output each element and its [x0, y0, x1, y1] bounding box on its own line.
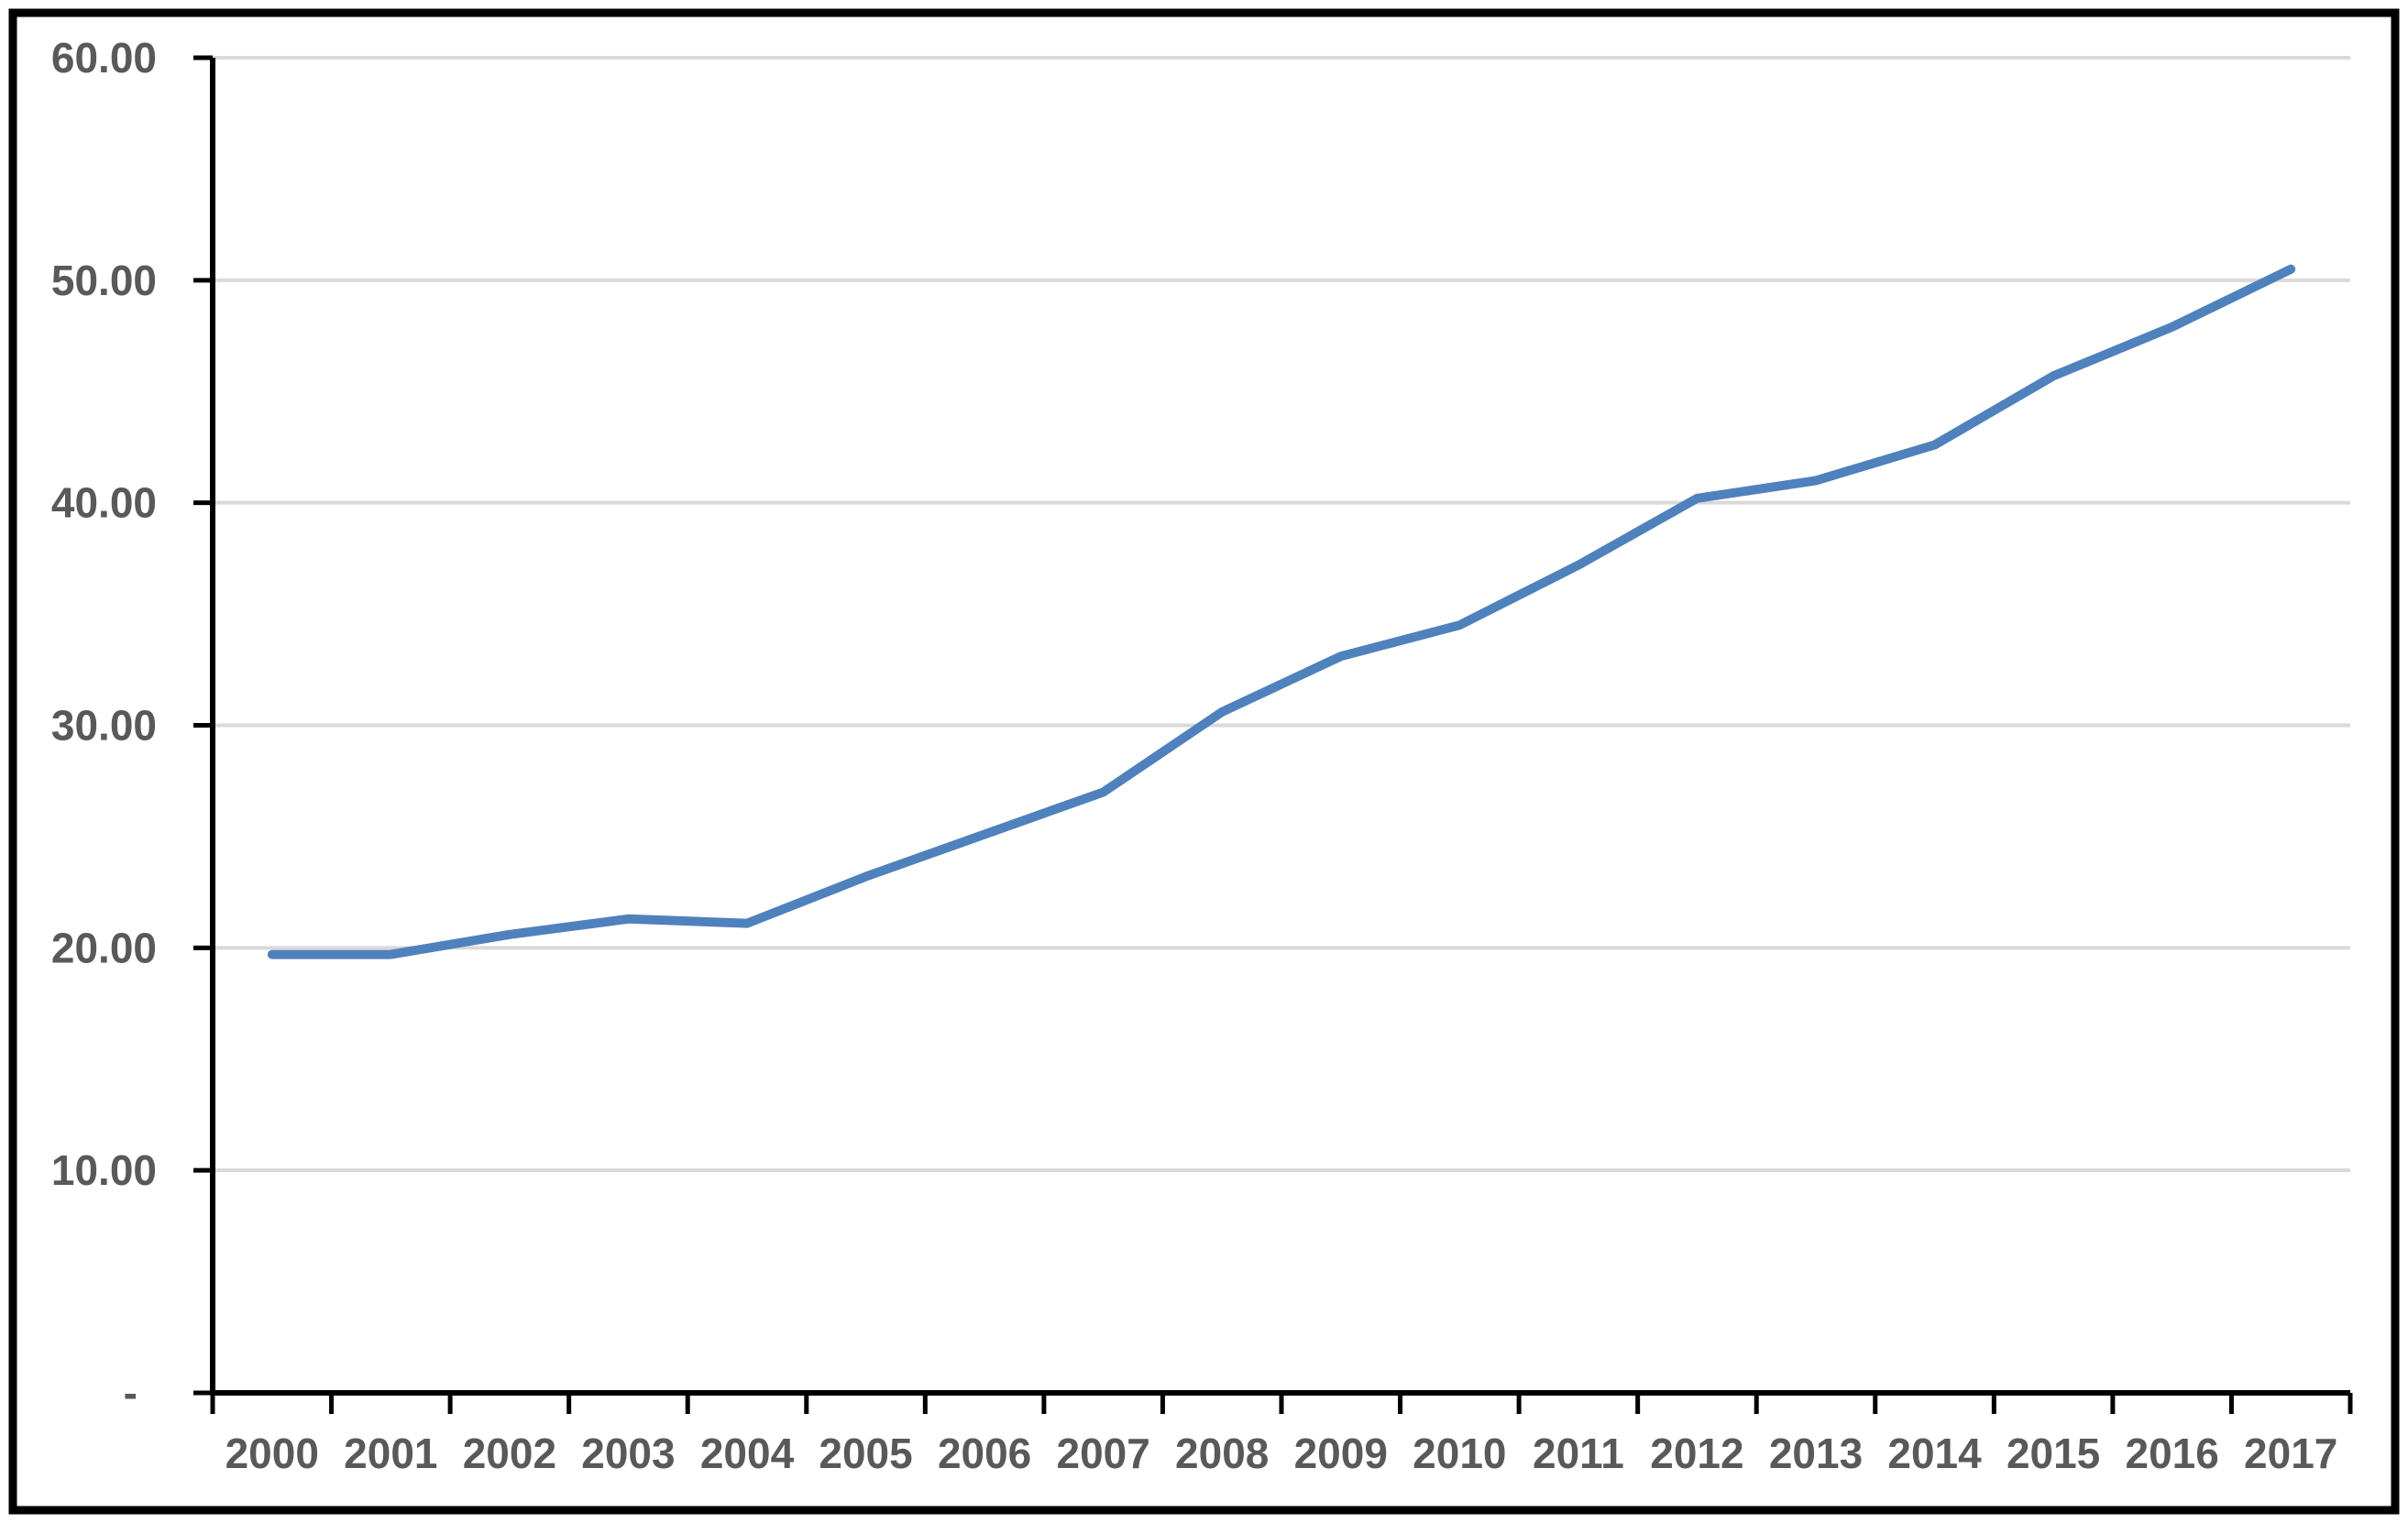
x-axis-tick-label: 2004: [700, 1430, 795, 1477]
y-axis-labels: 60.00 50.00 40.00 30.00 20.00 10.00 -: [51, 34, 157, 1417]
x-axis-tick-label: 2011: [1533, 1430, 1624, 1477]
x-axis-tick-label: 2003: [581, 1430, 675, 1477]
x-axis-tick-label: 2013: [1769, 1430, 1863, 1477]
x-axis-labels: 2000 2001 2002 2003 2004 2005 2006 2007 2008 2009…: [225, 1430, 2338, 1477]
x-axis-tick-label: 2000: [225, 1430, 319, 1477]
series-line: [267, 264, 2296, 959]
gridlines: [213, 56, 2350, 1173]
axis-ticks: [193, 55, 2353, 1414]
y-axis-tick-label: 10.00: [51, 1146, 157, 1194]
x-axis-tick-label: 2012: [1650, 1430, 1743, 1477]
x-axis-tick-label: 2005: [819, 1430, 912, 1477]
x-axis-tick-label: 2008: [1175, 1430, 1269, 1477]
x-axis-tick-label: 2002: [463, 1430, 556, 1477]
chart-border: [8, 8, 2400, 1515]
x-axis-tick-label: 2014: [1887, 1430, 1982, 1477]
x-axis-tick-label: 2016: [2125, 1430, 2218, 1477]
y-axis-tick-label: 30.00: [51, 702, 157, 750]
y-axis-tick-label: -: [124, 1369, 137, 1417]
data-series-line: [267, 264, 2296, 959]
x-axis-tick-label: 2006: [938, 1430, 1031, 1477]
y-axis-tick-label: 50.00: [51, 257, 157, 304]
x-axis-tick-label: 2015: [2007, 1430, 2100, 1477]
x-axis-tick-label: 2010: [1413, 1430, 1506, 1477]
y-axis-tick-label: 60.00: [51, 34, 157, 82]
x-axis-tick-label: 2007: [1056, 1430, 1149, 1477]
y-axis-tick-label: 20.00: [51, 924, 157, 971]
x-axis-tick-label: 2017: [2244, 1430, 2337, 1477]
y-axis-tick-label: 40.00: [51, 479, 157, 527]
x-axis-tick-label: 2009: [1294, 1430, 1388, 1477]
x-axis-tick-label: 2001: [344, 1430, 437, 1477]
